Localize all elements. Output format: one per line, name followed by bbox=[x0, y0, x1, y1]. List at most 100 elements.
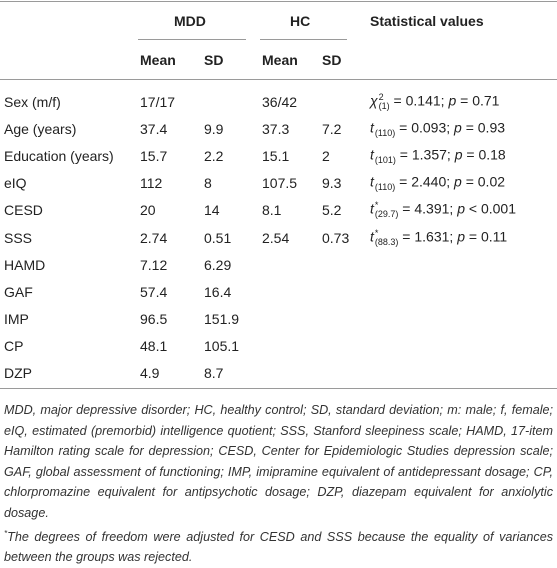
stat-rest: = 0.02 bbox=[461, 174, 506, 190]
row-label: Sex (m/f) bbox=[4, 94, 61, 110]
row-label: Education (years) bbox=[4, 148, 114, 165]
stat-scripts: 2 (1) bbox=[379, 93, 390, 111]
cell: 20 bbox=[140, 202, 156, 219]
cell: 9.9 bbox=[204, 121, 224, 138]
cell: 5.2 bbox=[322, 202, 342, 219]
row-label: eIQ bbox=[4, 175, 27, 192]
cell: 4.9 bbox=[140, 365, 160, 381]
stat-eq: = 2.440; bbox=[395, 174, 455, 190]
stat-sub: (110) bbox=[374, 128, 396, 139]
stat-rest: = 0.18 bbox=[462, 146, 506, 163]
row-label: DZP bbox=[4, 365, 32, 381]
stat-sub: (101) bbox=[374, 155, 396, 166]
stat-symbol: χ bbox=[370, 92, 378, 109]
stat-rest: = 0.71 bbox=[456, 92, 500, 109]
cell: 8.7 bbox=[204, 365, 224, 381]
cell: 36/42 bbox=[262, 94, 298, 110]
stat-sup: * bbox=[374, 200, 379, 211]
cell: 48.1 bbox=[140, 337, 168, 354]
cell: 107.5 bbox=[262, 175, 298, 192]
footnote: MDD, major depressive disorder; HC, heal… bbox=[4, 403, 553, 520]
stat-value: t (101) = 1.357; p = 0.18 bbox=[370, 147, 506, 165]
stat-p: p bbox=[454, 119, 462, 136]
sub-header: SD bbox=[204, 52, 224, 68]
cell: 151.9 bbox=[204, 310, 240, 327]
bottom-rule bbox=[0, 388, 557, 389]
row-label: GAF bbox=[4, 283, 33, 300]
cell: 2.74 bbox=[140, 229, 168, 246]
stat-sup: 2 bbox=[378, 92, 384, 102]
stat-value: t * (88.3) = 1.631; p = 0.11 bbox=[370, 227, 508, 247]
stat-rest: < 0.001 bbox=[464, 201, 516, 218]
stat-eq: = 1.357; bbox=[395, 146, 455, 163]
stat-scripts: (110) bbox=[375, 174, 395, 192]
stat-symbol: t bbox=[370, 201, 374, 218]
cell: 16.4 bbox=[204, 283, 232, 300]
top-rule bbox=[0, 1, 557, 2]
stat-value: χ 2 (1) = 0.141; p = 0.71 bbox=[370, 93, 499, 111]
cell: 112 bbox=[140, 175, 163, 192]
cell: 7.2 bbox=[322, 121, 342, 138]
stat-scripts: * (88.3) bbox=[374, 227, 399, 247]
cell: 37.4 bbox=[140, 121, 168, 138]
stat-symbol: t bbox=[370, 119, 374, 136]
stat-eq: = 4.391; bbox=[398, 201, 458, 218]
sub-header: Mean bbox=[140, 52, 176, 68]
stat-symbol: t bbox=[370, 174, 374, 190]
cell: 0.51 bbox=[204, 229, 232, 246]
stat-sup: * bbox=[374, 227, 379, 238]
cell: 7.12 bbox=[140, 256, 168, 273]
stat-p: p bbox=[457, 201, 465, 218]
row-label: SSS bbox=[4, 229, 33, 246]
cell: 105.1 bbox=[204, 337, 240, 354]
cell: 9.3 bbox=[322, 175, 342, 192]
stat-sub: (29.7) bbox=[374, 209, 399, 220]
sub-header: Mean bbox=[262, 52, 298, 68]
stat-rest: = 0.93 bbox=[461, 119, 506, 136]
cell: 2.54 bbox=[262, 229, 290, 246]
group-rule bbox=[260, 39, 347, 40]
group-header: HC bbox=[290, 13, 311, 29]
cell: 37.3 bbox=[262, 121, 290, 138]
stat-eq: = 0.093; bbox=[395, 119, 455, 136]
cell: 15.7 bbox=[140, 148, 168, 165]
stat-p: p bbox=[454, 146, 463, 163]
cell: 0.73 bbox=[322, 229, 350, 246]
stat-rest: = 0.11 bbox=[464, 228, 508, 245]
row-label: CESD bbox=[4, 202, 43, 219]
stat-value: t (110) = 0.093; p = 0.93 bbox=[370, 120, 505, 138]
row-label: IMP bbox=[4, 310, 29, 327]
stat-scripts: * (29.7) bbox=[375, 201, 399, 219]
cell: 2 bbox=[322, 148, 330, 165]
header-rule bbox=[0, 79, 557, 80]
cell: 15.1 bbox=[262, 148, 290, 165]
cell: 96.5 bbox=[140, 310, 168, 327]
cell: 2.2 bbox=[204, 148, 224, 165]
row-label: Age (years) bbox=[4, 121, 77, 138]
note-text: The degrees of freedom were adjusted for… bbox=[4, 529, 553, 565]
row-label: HAMD bbox=[4, 256, 46, 273]
cell: 57.4 bbox=[140, 283, 168, 300]
stat-p: p bbox=[448, 92, 457, 109]
sub-header: SD bbox=[322, 52, 342, 68]
stat-value: t (110) = 2.440; p = 0.02 bbox=[370, 174, 505, 192]
row-label: CP bbox=[4, 337, 24, 354]
stat-symbol: t bbox=[370, 146, 374, 163]
stat-sub: (110) bbox=[374, 182, 396, 193]
cell: 6.29 bbox=[204, 256, 232, 273]
group-rule bbox=[138, 39, 246, 40]
stat-p: p bbox=[457, 228, 465, 245]
stat-sub: (1) bbox=[378, 101, 390, 111]
stat-p: p bbox=[454, 174, 462, 190]
stat-symbol: t bbox=[370, 228, 374, 245]
footnote: *The degrees of freedom were adjusted fo… bbox=[4, 524, 553, 568]
stat-eq: = 1.631; bbox=[398, 228, 458, 245]
cell: 8 bbox=[204, 175, 212, 192]
stat-sub: (88.3) bbox=[374, 236, 399, 247]
group-header: MDD bbox=[174, 13, 206, 29]
stat-eq: = 0.141; bbox=[389, 92, 449, 109]
cell: 17/17 bbox=[140, 94, 176, 110]
cell: 8.1 bbox=[262, 202, 282, 219]
stat-scripts: (110) bbox=[375, 120, 395, 138]
